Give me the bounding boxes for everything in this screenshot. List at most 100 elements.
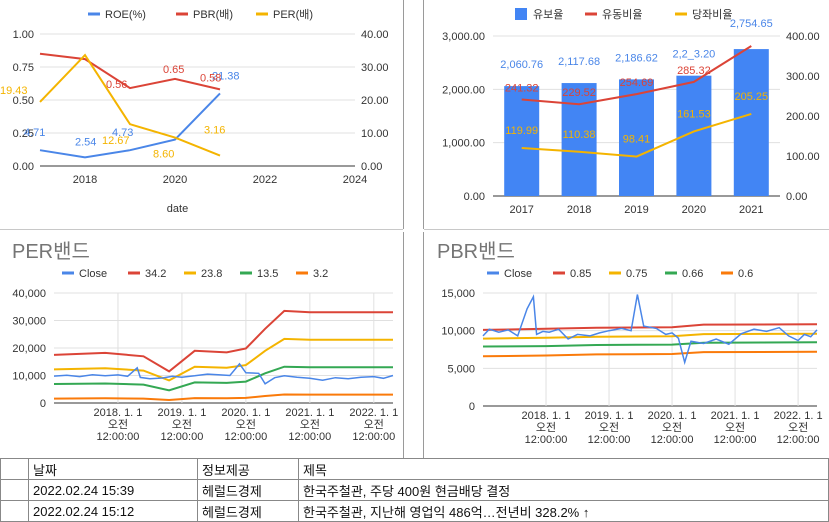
x-tick: 2022. 1. 1	[774, 410, 823, 422]
y-tick: 10,000	[12, 371, 46, 383]
y-right-tick: 10.00	[361, 128, 389, 140]
band-line-13.5	[53, 365, 393, 392]
x-tick: 2021. 1. 1	[711, 410, 760, 422]
y-right-tick: 200.00	[786, 111, 820, 123]
y-right-tick: 0.00	[786, 191, 807, 203]
chart-roe-pbr-per: ROE(%) PBR(배) PER(배) 0.00 0.25 0.50 0.75 1.00 0.…	[0, 0, 402, 229]
y-tick: 0	[469, 401, 475, 413]
chart-per-band: PER밴드 Close 34.2 23.8 13.5 3.2 0 10,000 20,000 3…	[0, 232, 402, 458]
news-date: 2022.02.24 15:39	[28, 479, 198, 501]
data-label: 4.71	[24, 127, 45, 139]
line-series-1	[521, 112, 752, 158]
x-tick: 12:00:00	[288, 431, 331, 443]
line-label: 254.69	[620, 77, 654, 89]
x-tick: 2019. 1. 1	[585, 410, 634, 422]
legend-3-label: 0.66	[682, 268, 703, 280]
table-row[interactable]: 2022.02.24 15:39 헤럴드경제 한국주철관, 주당 400원 현금…	[0, 479, 829, 501]
panel-gap-horizontal	[0, 229, 829, 232]
y-left-tick: 2,000.00	[442, 84, 485, 96]
y-tick: 5,000	[447, 363, 475, 375]
x-tick: 2018. 1. 1	[93, 407, 142, 419]
y-right-tick: 300.00	[786, 71, 820, 83]
legend-4-label: 0.6	[738, 268, 753, 280]
line-label: 161.53	[677, 108, 711, 120]
x-tick: 오전	[172, 418, 192, 431]
news-date: 2022.02.24 15:12	[28, 500, 198, 522]
legend-bar-label: 유보율	[533, 8, 563, 21]
x-tick: 2017	[509, 204, 533, 216]
x-tick: 오전	[599, 421, 619, 434]
y-left-tick: 0.50	[13, 95, 34, 107]
data-label: 0.56	[106, 79, 127, 91]
news-provider: 헤럴드경제	[197, 500, 299, 522]
line-label: 110.38	[563, 129, 596, 141]
pbr-band-title: PBR밴드	[437, 241, 515, 263]
data-label: 8.60	[153, 149, 174, 161]
x-tick: 오전	[236, 418, 256, 431]
x-tick: 2020	[682, 204, 706, 216]
news-provider: 헤럴드경제	[197, 479, 299, 501]
y-left-tick: 1,000.00	[442, 138, 485, 150]
x-tick: 12:00:00	[224, 431, 267, 443]
y-tick: 10,000	[441, 326, 475, 338]
band-line-3.2	[53, 393, 393, 402]
x-tick: 2020. 1. 1	[648, 410, 697, 422]
x-tick: 오전	[788, 421, 808, 434]
chart-pbr-band: PBR밴드 Close 0.85 0.75 0.66 0.6 0 5,000 10,000 15…	[425, 232, 829, 458]
reserve-liquidity-chart: 유보율 유동비율 당좌비율 0.00 1,000.00 2,000.00 3,000.00 0…	[442, 8, 820, 216]
x-tick: 2020. 1. 1	[221, 407, 270, 419]
x-tick: 12:00:00	[352, 431, 395, 443]
roe-pbr-per-chart: ROE(%) PBR(배) PER(배) 0.00 0.25 0.50 0.75 1.00 0.…	[0, 8, 389, 215]
news-title-link[interactable]: 한국주철관, 주당 400원 현금배당 결정	[298, 479, 829, 501]
y-left-tick: 0.25	[13, 128, 34, 140]
x-tick: 오전	[108, 418, 128, 431]
x-tick: 오전	[364, 418, 384, 431]
news-header-provider: 정보제공	[197, 458, 299, 480]
bar-label: 2,117.68	[558, 56, 600, 68]
x-tick: 2018	[567, 204, 591, 216]
data-label: 0.58	[200, 72, 221, 84]
y-right-tick: 20.00	[361, 95, 389, 107]
bar-label: 2,2_3.20	[672, 49, 715, 61]
news-header-date: 날짜	[28, 458, 198, 480]
y-right-tick: 40.00	[361, 29, 389, 41]
y-left-tick: 0.00	[13, 161, 34, 173]
y-left-tick: 3,000.00	[442, 31, 485, 43]
bar-label: 2,186.62	[615, 52, 658, 64]
news-cell-blank	[0, 479, 29, 501]
y-tick: 0	[40, 398, 46, 410]
x-tick: 오전	[536, 421, 556, 434]
chart-reserve-liquidity: 유보율 유동비율 당좌비율 0.00 1,000.00 2,000.00 3,000.00 0…	[425, 0, 829, 229]
series-line-2	[39, 53, 221, 157]
legend-1-label: 34.2	[145, 268, 166, 280]
x-tick: 2022	[253, 174, 277, 186]
divider-h-right	[424, 229, 829, 230]
series-line-1	[39, 52, 221, 91]
data-label: 21.38	[212, 70, 240, 82]
news-header-blank	[0, 458, 29, 480]
table-row[interactable]: 2022.02.24 15:12 헤럴드경제 한국주철관, 지난해 영업익 48…	[0, 500, 829, 522]
x-tick: 12:00:00	[777, 434, 820, 446]
data-label: 4.73	[112, 127, 133, 139]
legend-quick-ratio-label: 당좌비율	[692, 8, 732, 21]
news-title-link[interactable]: 한국주철관, 지난해 영업익 486억…전년비 328.2% ↑	[298, 500, 829, 522]
x-tick: 2024	[343, 174, 367, 186]
x-tick: 12:00:00	[97, 431, 140, 443]
bar-label: 2,060.76	[500, 59, 543, 71]
line-label: 205.25	[734, 91, 768, 103]
y-right-tick: 100.00	[786, 151, 820, 163]
per-band-chart: Close 34.2 23.8 13.5 3.2 0 10,000 20,000 30,000 4…	[12, 268, 398, 443]
data-label: 12.67	[102, 135, 130, 147]
line-label: 98.41	[623, 134, 651, 146]
line-series-0	[521, 45, 752, 106]
y-right-tick: 400.00	[786, 31, 820, 43]
y-tick: 15,000	[441, 288, 475, 300]
x-tick: 오전	[300, 418, 320, 431]
close-line	[482, 294, 818, 366]
legend-2-label: PER(배)	[273, 8, 313, 21]
y-tick: 40,000	[12, 288, 46, 300]
data-label: 2.54	[75, 136, 96, 148]
x-tick: 12:00:00	[714, 434, 757, 446]
line-label: 119.99	[505, 125, 538, 137]
news-table: 날짜 정보제공 제목 2022.02.24 15:39 헤럴드경제 한국주철관,…	[0, 458, 829, 522]
